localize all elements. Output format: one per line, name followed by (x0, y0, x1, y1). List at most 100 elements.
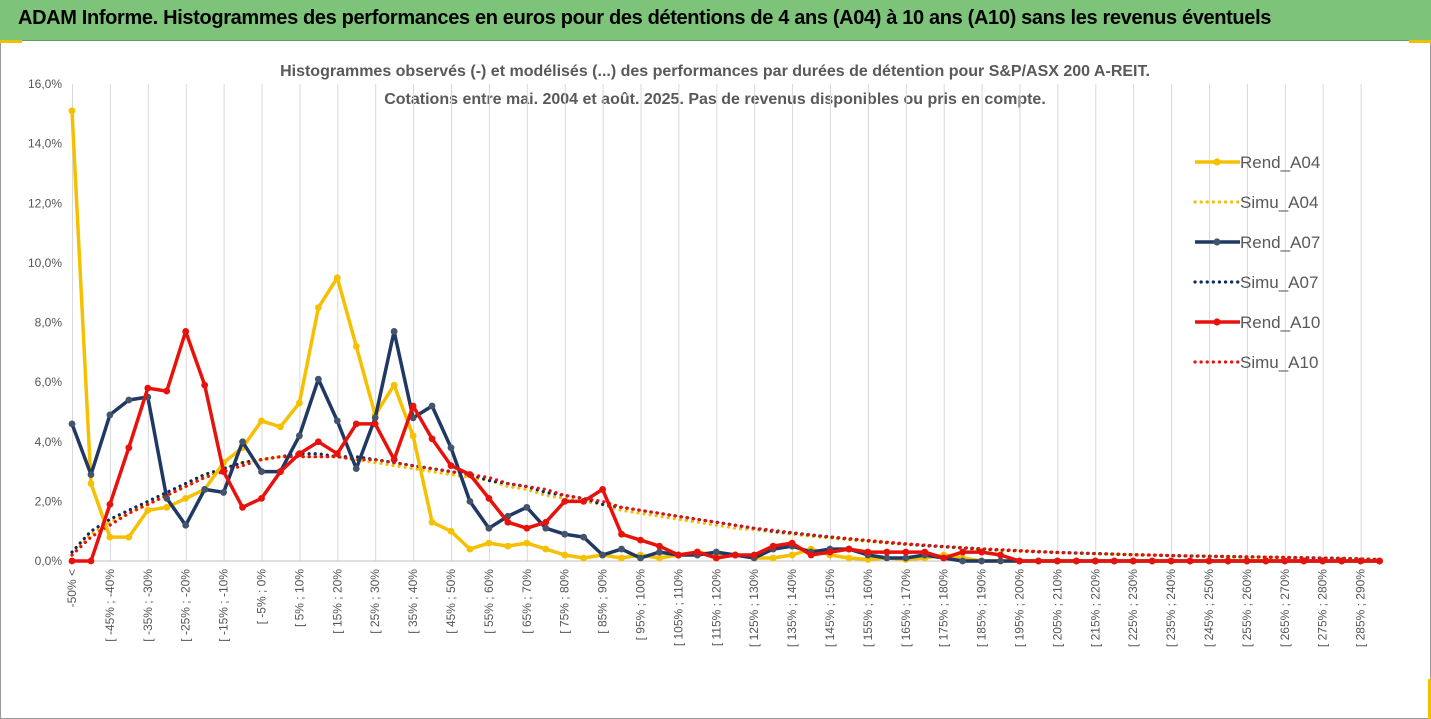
x-tick-label: [ 245% ; 250% (1202, 569, 1216, 647)
data-point (1243, 557, 1251, 565)
chart-title-line-2: Cotations entre mai. 2004 et août. 2025.… (384, 91, 1046, 108)
data-point (182, 521, 190, 529)
data-point (466, 545, 474, 553)
data-point (163, 494, 171, 502)
y-tick-label: 2,0% (35, 494, 63, 508)
data-point (731, 551, 739, 559)
x-tick-label: [ 205% ; 210% (1050, 569, 1064, 647)
y-tick-label: 16,0% (28, 77, 62, 91)
data-point (902, 548, 910, 556)
data-point (1167, 557, 1175, 565)
x-tick-label: [ 155% ; 160% (861, 569, 875, 647)
data-point (693, 548, 701, 556)
series-Rend_A10 (68, 328, 1383, 565)
x-tick-label: [ 45% ; 50% (444, 569, 458, 634)
data-point (258, 494, 265, 502)
data-point (296, 432, 303, 440)
data-point (523, 539, 531, 547)
data-point (561, 497, 569, 505)
x-tick-label: [ -25% ; -20% (179, 569, 193, 642)
corner-accent (0, 40, 22, 43)
x-tick-label: [ 85% ; 90% (596, 569, 610, 634)
page-title: ADAM Informe. Histogrammes des performan… (18, 7, 1272, 29)
legend-item: Simu_A07 (1193, 273, 1318, 292)
series-Simu_A07 (70, 452, 1382, 562)
data-point (788, 539, 796, 547)
legend-label: Rend_A04 (1240, 153, 1320, 172)
data-point (447, 462, 455, 469)
data-point (1262, 557, 1270, 565)
data-point (712, 548, 720, 556)
x-tick-label: [ 75% ; 80% (558, 569, 572, 634)
data-point (314, 438, 322, 446)
legend-item: Rend_A04 (1195, 153, 1320, 172)
data-point (637, 554, 644, 562)
legend-label: Rend_A10 (1240, 313, 1320, 332)
series-line (70, 329, 1380, 563)
data-point (409, 414, 417, 422)
data-point (978, 557, 985, 565)
x-tick-label: [ 125% ; 130% (747, 569, 761, 647)
series-Rend_A07 (68, 328, 1383, 565)
x-tick-label: [ -5% ; 0% (255, 569, 269, 625)
series-Rend_A04 (68, 107, 1383, 565)
data-point (466, 471, 474, 478)
chart-title-line-1: Histogrammes observés (-) et modélisés (… (280, 63, 1150, 80)
data-point (580, 497, 588, 505)
data-point (428, 402, 436, 410)
data-point (580, 554, 588, 562)
series-line (70, 110, 1380, 563)
data-point (258, 468, 265, 475)
data-point (504, 542, 512, 550)
data-point (485, 539, 493, 547)
data-point (68, 107, 76, 115)
x-tick-label: [ 225% ; 230% (1126, 569, 1140, 647)
data-point (997, 557, 1004, 565)
corner-accent (1428, 679, 1431, 719)
legend-label: Rend_A07 (1240, 233, 1320, 252)
data-point (940, 554, 948, 562)
data-point (561, 530, 569, 538)
legend: Rend_A04 Simu_A04 Rend_A07 Simu_A07 Rend_A10… (1193, 153, 1320, 372)
data-point (68, 420, 76, 428)
legend-item: Simu_A10 (1193, 353, 1318, 372)
data-point (1072, 557, 1080, 565)
x-tick-label: [ -45% ; -40% (103, 569, 117, 642)
x-tick-label: [ 65% ; 70% (520, 569, 534, 634)
x-tick-label: [ 185% ; 190% (975, 569, 989, 647)
data-point (296, 399, 303, 407)
data-point (163, 387, 171, 395)
data-point (504, 518, 512, 526)
data-point (675, 551, 682, 559)
data-point (1054, 557, 1061, 565)
data-point (428, 435, 436, 443)
data-point (599, 486, 606, 493)
x-tick-label: [ 195% ; 200% (1013, 569, 1027, 647)
data-point (561, 551, 569, 559)
y-tick-label: 8,0% (35, 316, 63, 330)
legend-item: Simu_A04 (1193, 193, 1318, 212)
data-point (182, 494, 190, 502)
data-point (1300, 557, 1308, 565)
data-point (220, 468, 228, 475)
data-point (428, 518, 436, 526)
data-point (390, 456, 398, 464)
data-point (447, 444, 455, 452)
data-point (656, 542, 663, 550)
x-tick-label: [ 175% ; 180% (937, 569, 951, 647)
data-point (580, 533, 588, 541)
x-tick-label: [ 5% ; 10% (292, 569, 306, 627)
series-line (72, 329, 1380, 563)
data-point (618, 554, 625, 562)
legend-marker (1213, 318, 1221, 326)
data-point (750, 551, 758, 559)
x-tick-label: [ 35% ; 40% (406, 569, 420, 634)
x-tick-label: [ 255% ; 260% (1240, 569, 1254, 647)
data-point (333, 450, 341, 458)
data-point (883, 554, 891, 562)
plot-area (68, 107, 1383, 565)
x-tick-label: [ 285% ; 290% (1354, 569, 1368, 647)
data-point (220, 489, 228, 496)
data-point (1148, 557, 1156, 565)
data-point (390, 381, 398, 389)
